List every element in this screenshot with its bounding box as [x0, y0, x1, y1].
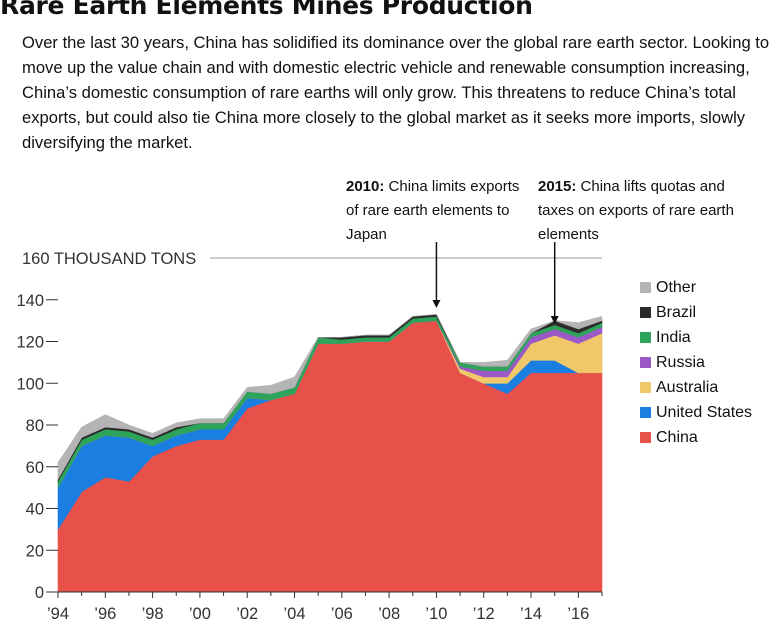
legend-item-australia: Australia [640, 375, 752, 400]
y-tick-label-60: 60 [26, 459, 44, 477]
legend-label-brazil: Brazil [656, 303, 697, 321]
legend-swatch-india [640, 332, 651, 343]
x-tick-label-1998: ’98 [142, 605, 164, 623]
legend-label-india: India [656, 328, 691, 346]
annotation-2015: 2015: China lifts quotas and taxes on ex… [538, 175, 738, 247]
legend-label-russia: Russia [656, 353, 705, 371]
area-other [57, 314, 603, 480]
y-tick-label-140: 140 [16, 292, 44, 310]
legend-swatch-china [640, 432, 651, 443]
legend-swatch-united-states [640, 407, 651, 418]
x-tick-label-2010: ’10 [425, 605, 447, 623]
x-tick-label-2000: ’00 [189, 605, 211, 623]
annotation-2015-year: 2015: [538, 178, 577, 195]
legend-swatch-other [640, 282, 651, 293]
x-tick-label-1996: ’96 [94, 605, 116, 623]
y-tick-label-120: 120 [16, 334, 44, 352]
legend-label-united-states: United States [656, 403, 753, 421]
x-tick-label-2008: ’08 [378, 605, 400, 623]
x-tick-label-2002: ’02 [236, 605, 258, 623]
x-tick-label-2012: ’12 [473, 605, 495, 623]
y-tick-label-40: 40 [26, 501, 44, 519]
legend-item-brazil: Brazil [640, 300, 752, 325]
legend-label-china: China [656, 428, 698, 446]
legend-label-australia: Australia [656, 378, 719, 396]
annotation-2010-year: 2010: [346, 178, 385, 195]
legend-item-india: India [640, 325, 752, 350]
annotation-2015-text: China lifts quotas and taxes on exports … [538, 178, 734, 243]
annotation-2010: 2010: China limits exports of rare earth… [346, 175, 526, 247]
legend-swatch-brazil [640, 307, 651, 318]
annotation-2010-text: China limits exports of rare earth eleme… [346, 178, 520, 243]
chart-intro: Over the last 30 years, China has solidi… [22, 33, 770, 152]
legend-label-other: Other [656, 278, 697, 296]
x-tick-label-2016: ’16 [567, 605, 589, 623]
x-tick-label-2004: ’04 [284, 605, 306, 623]
y-tick-label-80: 80 [26, 417, 44, 435]
y-tick-label-top: 160 THOUSAND TONS [22, 250, 196, 268]
legend-swatch-russia [640, 357, 651, 368]
x-tick-label-1994: ’94 [47, 605, 69, 623]
chart-title: Rare Earth Elements Mines Production [0, 0, 533, 20]
y-tick-label-0: 0 [35, 584, 44, 602]
legend-item-russia: Russia [640, 350, 752, 375]
y-tick-label-100: 100 [16, 375, 44, 393]
chart-legend: Other Brazil India Russia Australia United St… [640, 275, 752, 450]
x-tick-label-2006: ’06 [331, 605, 353, 623]
y-tick-label-20: 20 [26, 542, 44, 560]
legend-swatch-australia [640, 382, 651, 393]
legend-item-united-states: United States [640, 400, 752, 425]
legend-item-china: China [640, 425, 752, 450]
x-tick-label-2014: ’14 [520, 605, 542, 623]
legend-item-other: Other [640, 275, 752, 300]
